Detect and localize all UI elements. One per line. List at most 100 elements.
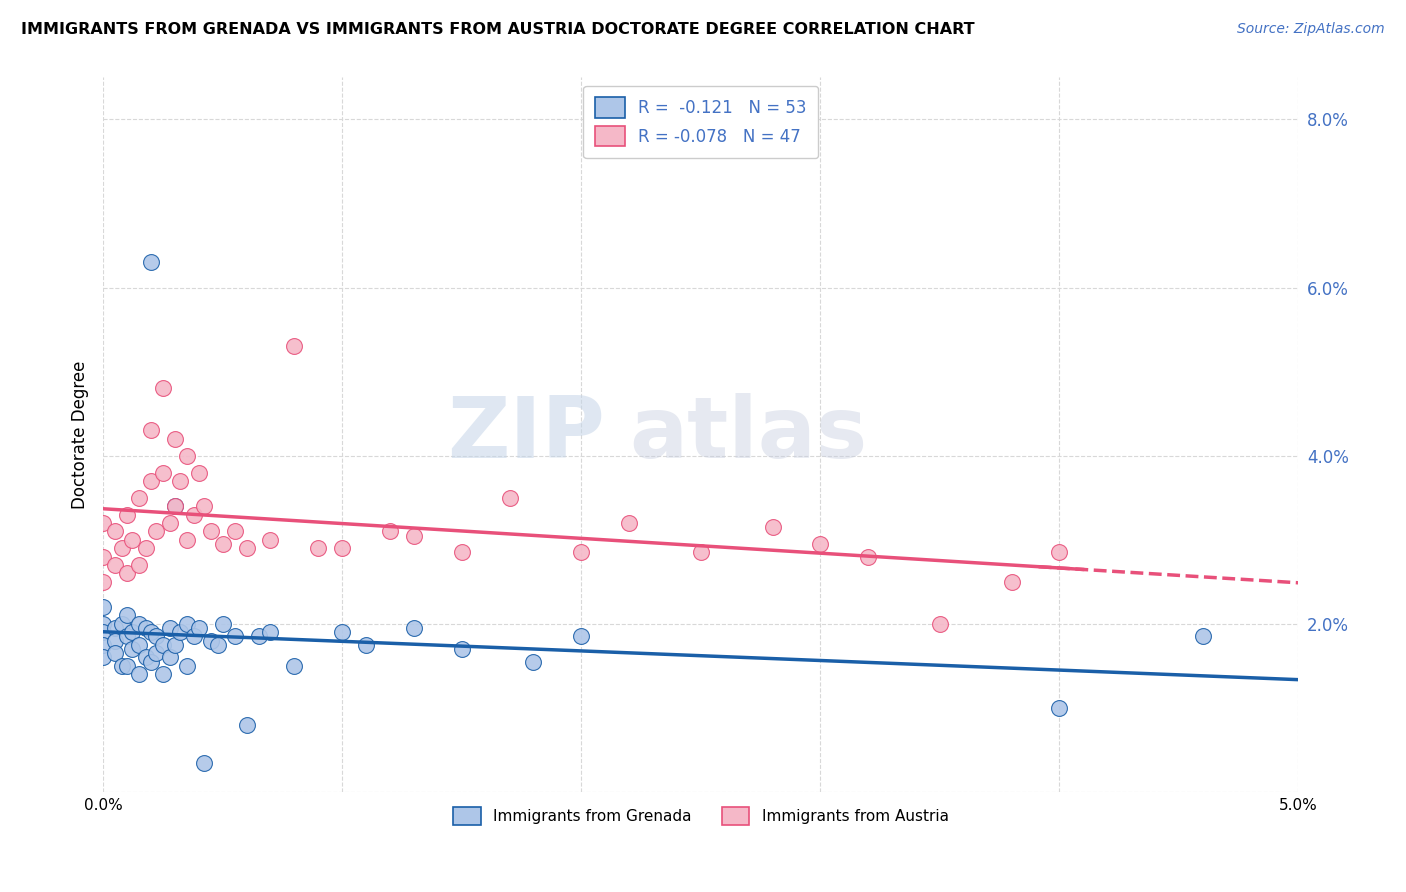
Point: [183, 630, 205, 644]
Point: [139, 255, 162, 269]
Point: [91, 650, 114, 665]
Point: [330, 625, 353, 640]
Point: [111, 541, 134, 556]
Legend: Immigrants from Grenada, Immigrants from Austria: Immigrants from Grenada, Immigrants from…: [444, 797, 957, 834]
Point: [354, 638, 377, 652]
Point: [135, 541, 157, 556]
Point: [163, 432, 186, 446]
Point: [128, 558, 150, 572]
Point: [224, 524, 246, 539]
Point: [91, 574, 114, 589]
Point: [91, 516, 114, 530]
Point: [135, 650, 157, 665]
Point: [152, 382, 174, 396]
Point: [176, 616, 198, 631]
Point: [200, 633, 222, 648]
Point: [115, 566, 138, 581]
Point: [128, 638, 150, 652]
Point: [498, 491, 520, 505]
Point: [152, 466, 174, 480]
Text: IMMIGRANTS FROM GRENADA VS IMMIGRANTS FROM AUSTRIA DOCTORATE DEGREE CORRELATION : IMMIGRANTS FROM GRENADA VS IMMIGRANTS FR…: [21, 22, 974, 37]
Point: [450, 642, 472, 657]
Point: [522, 655, 544, 669]
Point: [1047, 545, 1070, 559]
Point: [200, 524, 222, 539]
Point: [111, 616, 134, 631]
Point: [145, 524, 167, 539]
Point: [856, 549, 879, 564]
Point: [259, 625, 281, 640]
Point: [128, 667, 150, 681]
Point: [169, 625, 191, 640]
Point: [402, 528, 425, 542]
Point: [169, 474, 191, 488]
Point: [139, 474, 162, 488]
Point: [378, 524, 401, 539]
Point: [121, 642, 143, 657]
Point: [183, 508, 205, 522]
Point: [135, 621, 157, 635]
Point: [121, 533, 143, 547]
Point: [163, 499, 186, 513]
Point: [283, 339, 305, 353]
Point: [104, 646, 127, 660]
Point: [569, 545, 592, 559]
Point: [176, 449, 198, 463]
Point: [450, 545, 472, 559]
Point: [139, 625, 162, 640]
Point: [139, 655, 162, 669]
Text: atlas: atlas: [628, 393, 868, 476]
Point: [761, 520, 783, 534]
Point: [689, 545, 711, 559]
Point: [91, 600, 114, 615]
Point: [91, 549, 114, 564]
Point: [163, 638, 186, 652]
Point: [176, 658, 198, 673]
Point: [152, 638, 174, 652]
Point: [139, 424, 162, 438]
Point: [207, 638, 229, 652]
Point: [115, 608, 138, 623]
Point: [91, 616, 114, 631]
Point: [152, 667, 174, 681]
Point: [115, 508, 138, 522]
Point: [176, 533, 198, 547]
Point: [104, 558, 127, 572]
Point: [402, 621, 425, 635]
Point: [145, 646, 167, 660]
Point: [235, 541, 257, 556]
Text: ZIP: ZIP: [447, 393, 605, 476]
Point: [1000, 574, 1022, 589]
Point: [159, 650, 181, 665]
Point: [211, 616, 233, 631]
Point: [235, 717, 257, 731]
Point: [224, 630, 246, 644]
Point: [91, 625, 114, 640]
Point: [115, 658, 138, 673]
Point: [193, 756, 215, 770]
Point: [159, 516, 181, 530]
Point: [330, 541, 353, 556]
Point: [617, 516, 640, 530]
Point: [247, 630, 270, 644]
Point: [928, 616, 950, 631]
Y-axis label: Doctorate Degree: Doctorate Degree: [72, 360, 89, 509]
Point: [1047, 701, 1070, 715]
Point: [283, 658, 305, 673]
Point: [145, 630, 167, 644]
Point: [1192, 630, 1215, 644]
Point: [128, 616, 150, 631]
Text: Source: ZipAtlas.com: Source: ZipAtlas.com: [1237, 22, 1385, 37]
Point: [115, 630, 138, 644]
Point: [128, 491, 150, 505]
Point: [211, 537, 233, 551]
Point: [193, 499, 215, 513]
Point: [187, 466, 209, 480]
Point: [91, 638, 114, 652]
Point: [808, 537, 831, 551]
Point: [104, 621, 127, 635]
Point: [163, 499, 186, 513]
Point: [259, 533, 281, 547]
Point: [104, 524, 127, 539]
Point: [121, 625, 143, 640]
